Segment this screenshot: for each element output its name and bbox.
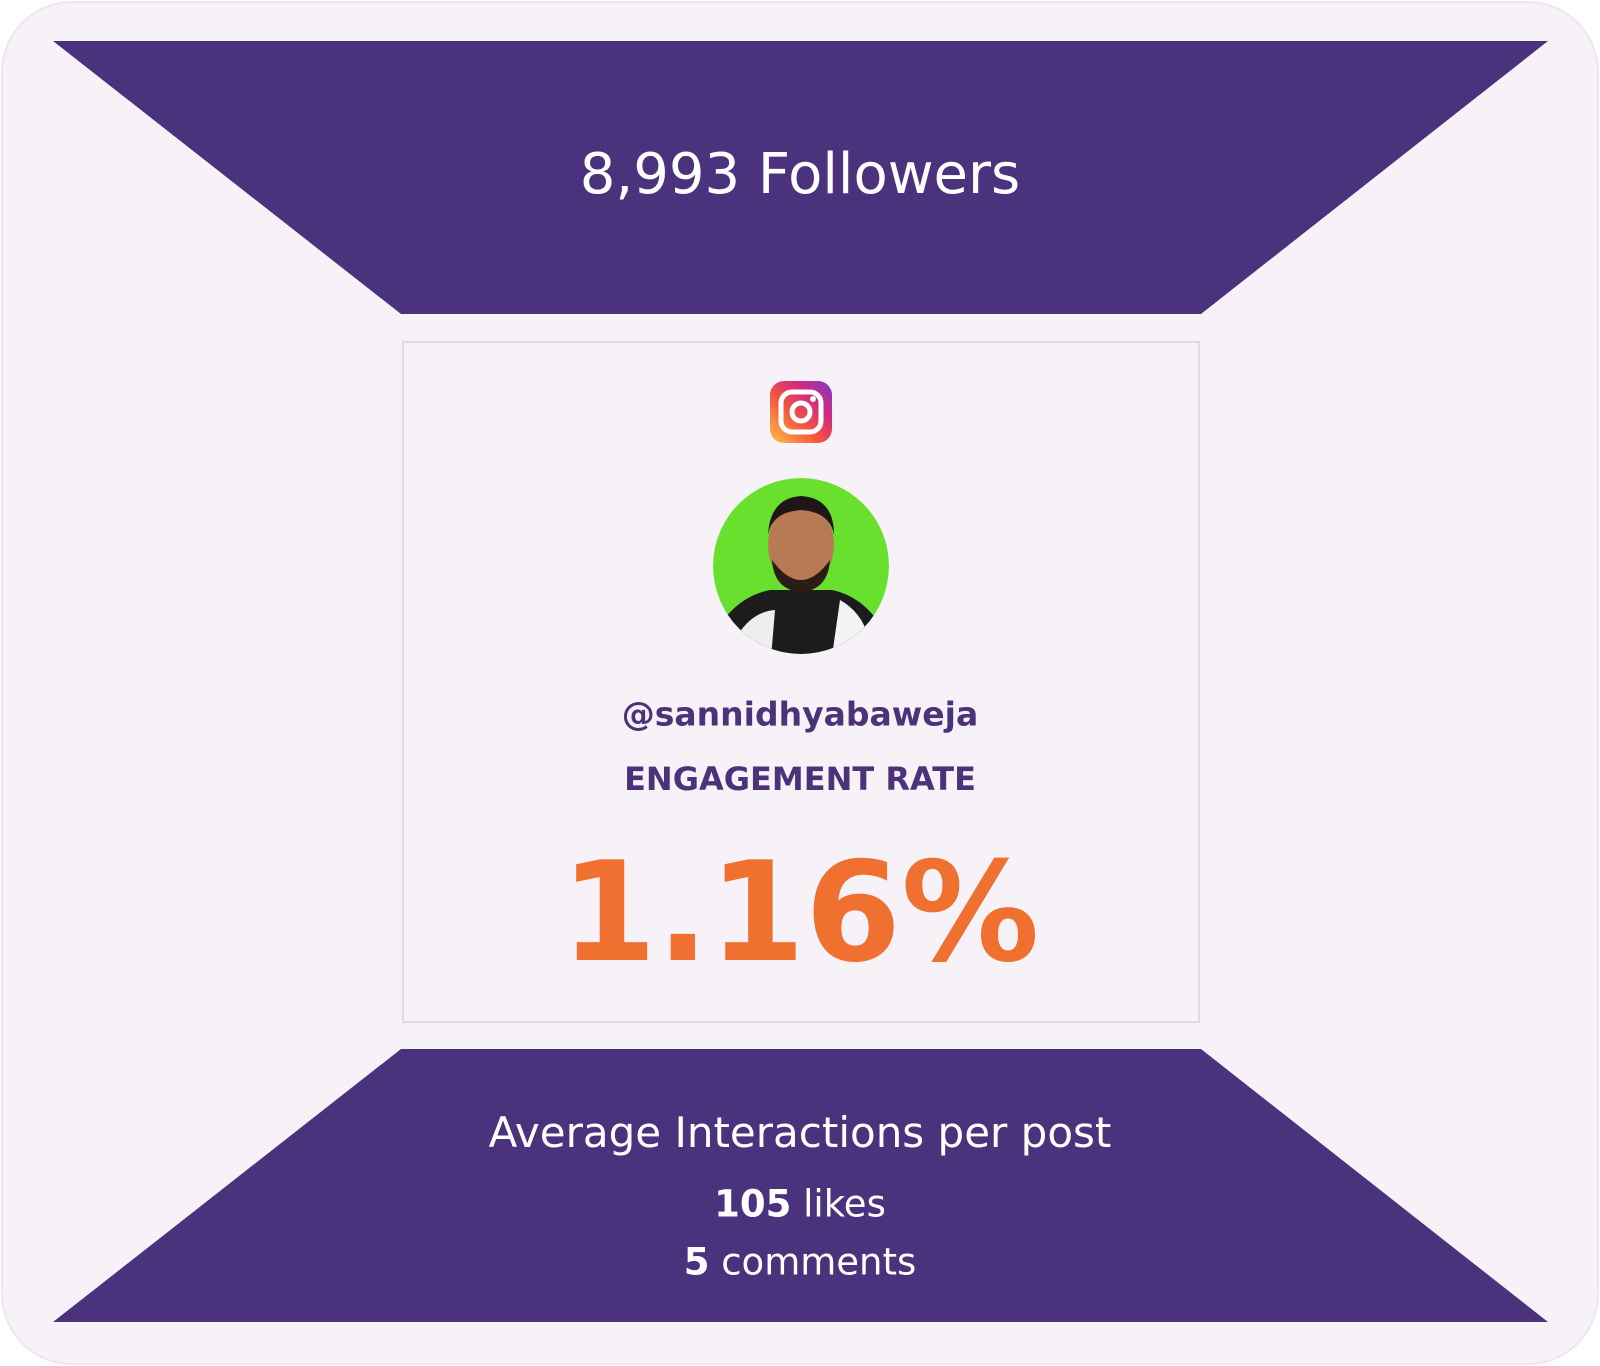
interactions-title: Average Interactions per post — [488, 1108, 1112, 1157]
comments-label: comments — [721, 1240, 917, 1284]
likes-count: 105 — [714, 1182, 792, 1226]
instagram-icon — [770, 381, 832, 443]
avatar — [713, 478, 889, 654]
bottom-trapezoid — [53, 1049, 1548, 1322]
followers: 8,993 Followers — [579, 142, 1021, 207]
metric-value: 1.16% — [560, 832, 1040, 993]
metric-label: ENGAGEMENT RATE — [624, 760, 976, 798]
handle: @sannidhyabaweja — [621, 694, 979, 734]
comments-count: 5 — [683, 1240, 710, 1284]
top-trapezoid — [53, 41, 1548, 314]
likes: 105 likes — [0, 1186, 1600, 1223]
comments: 5 comments — [0, 1244, 1600, 1281]
profile-box — [402, 341, 1200, 1023]
likes-label: likes — [803, 1182, 886, 1226]
